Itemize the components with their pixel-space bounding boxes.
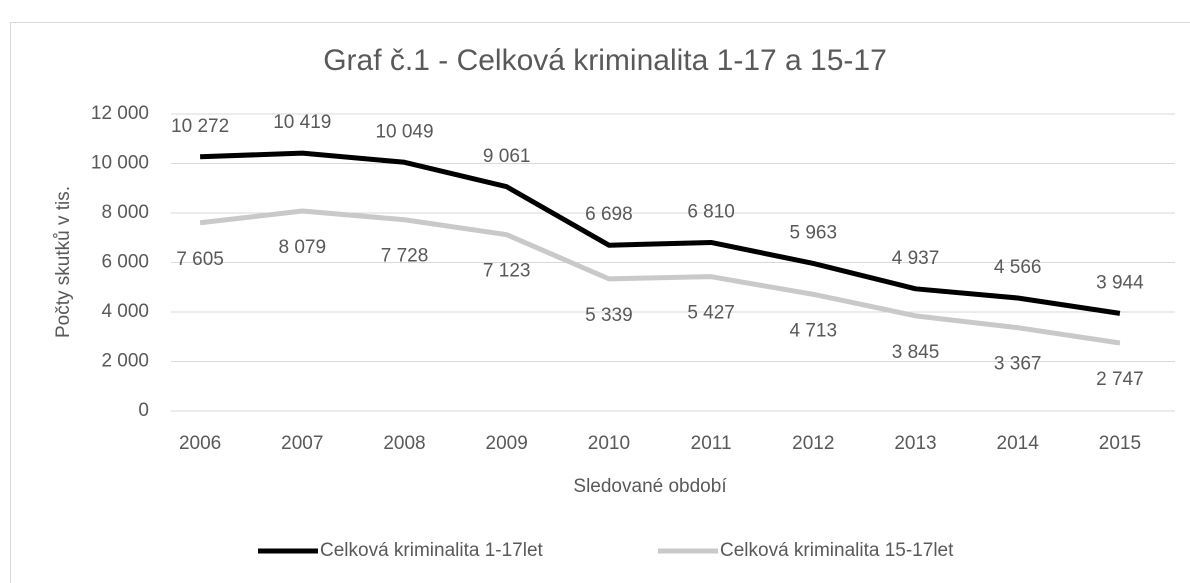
x-tick-label: 2008: [383, 433, 425, 454]
data-label: 8 079: [279, 237, 327, 258]
x-tick-label: 2012: [792, 433, 834, 454]
data-label: 10 272: [171, 116, 229, 137]
x-tick-label: 2010: [588, 433, 630, 454]
y-tick-label: 2 000: [101, 351, 149, 372]
data-label: 7 123: [483, 261, 531, 282]
data-label: 4 713: [790, 320, 838, 341]
legend-label: Celková kriminalita 15-17let: [720, 540, 954, 561]
y-tick-label: 12 000: [91, 103, 149, 124]
y-tick-label: 6 000: [101, 252, 149, 273]
x-tick-label: 2009: [486, 433, 528, 454]
chart-title: Graf č.1 - Celková kriminalita 1-17 a 15…: [323, 44, 887, 77]
x-tick-label: 2014: [997, 433, 1040, 454]
data-label: 5 963: [790, 222, 838, 243]
x-tick-label: 2011: [691, 433, 732, 454]
data-label: 4 937: [892, 248, 940, 269]
data-label: 7 605: [176, 249, 224, 270]
x-tick-label: 2006: [179, 433, 221, 454]
data-label: 10 419: [273, 112, 331, 133]
data-label: 3 845: [892, 342, 940, 363]
y-tick-label: 8 000: [101, 202, 149, 223]
x-tick-label: 2013: [894, 433, 936, 454]
data-label: 6 810: [687, 201, 735, 222]
data-label: 5 427: [687, 303, 735, 324]
legend-label: Celková kriminalita 1-17let: [320, 540, 544, 561]
data-label: 3 944: [1096, 272, 1144, 293]
y-tick-label: 4 000: [101, 301, 149, 322]
data-label: 5 339: [585, 305, 633, 326]
data-label: 9 061: [483, 146, 531, 167]
data-label: 2 747: [1096, 369, 1144, 390]
data-label: 4 566: [994, 257, 1042, 278]
x-tick-label: 2015: [1099, 433, 1141, 454]
data-label: 10 049: [375, 121, 433, 142]
data-label: 3 367: [994, 354, 1042, 375]
series-line: [199, 208, 1121, 346]
series-line: [200, 150, 1121, 316]
chart-border: [10, 22, 1190, 583]
y-tick-label: 0: [138, 400, 149, 421]
x-tick-label: 2007: [281, 433, 323, 454]
data-label: 7 728: [381, 246, 429, 267]
y-tick-label: 10 000: [91, 153, 149, 174]
data-label: 6 698: [585, 204, 633, 225]
y-axis-label: Počty skutků v tis.: [53, 186, 74, 338]
x-axis-label: Sledované období: [573, 476, 727, 497]
